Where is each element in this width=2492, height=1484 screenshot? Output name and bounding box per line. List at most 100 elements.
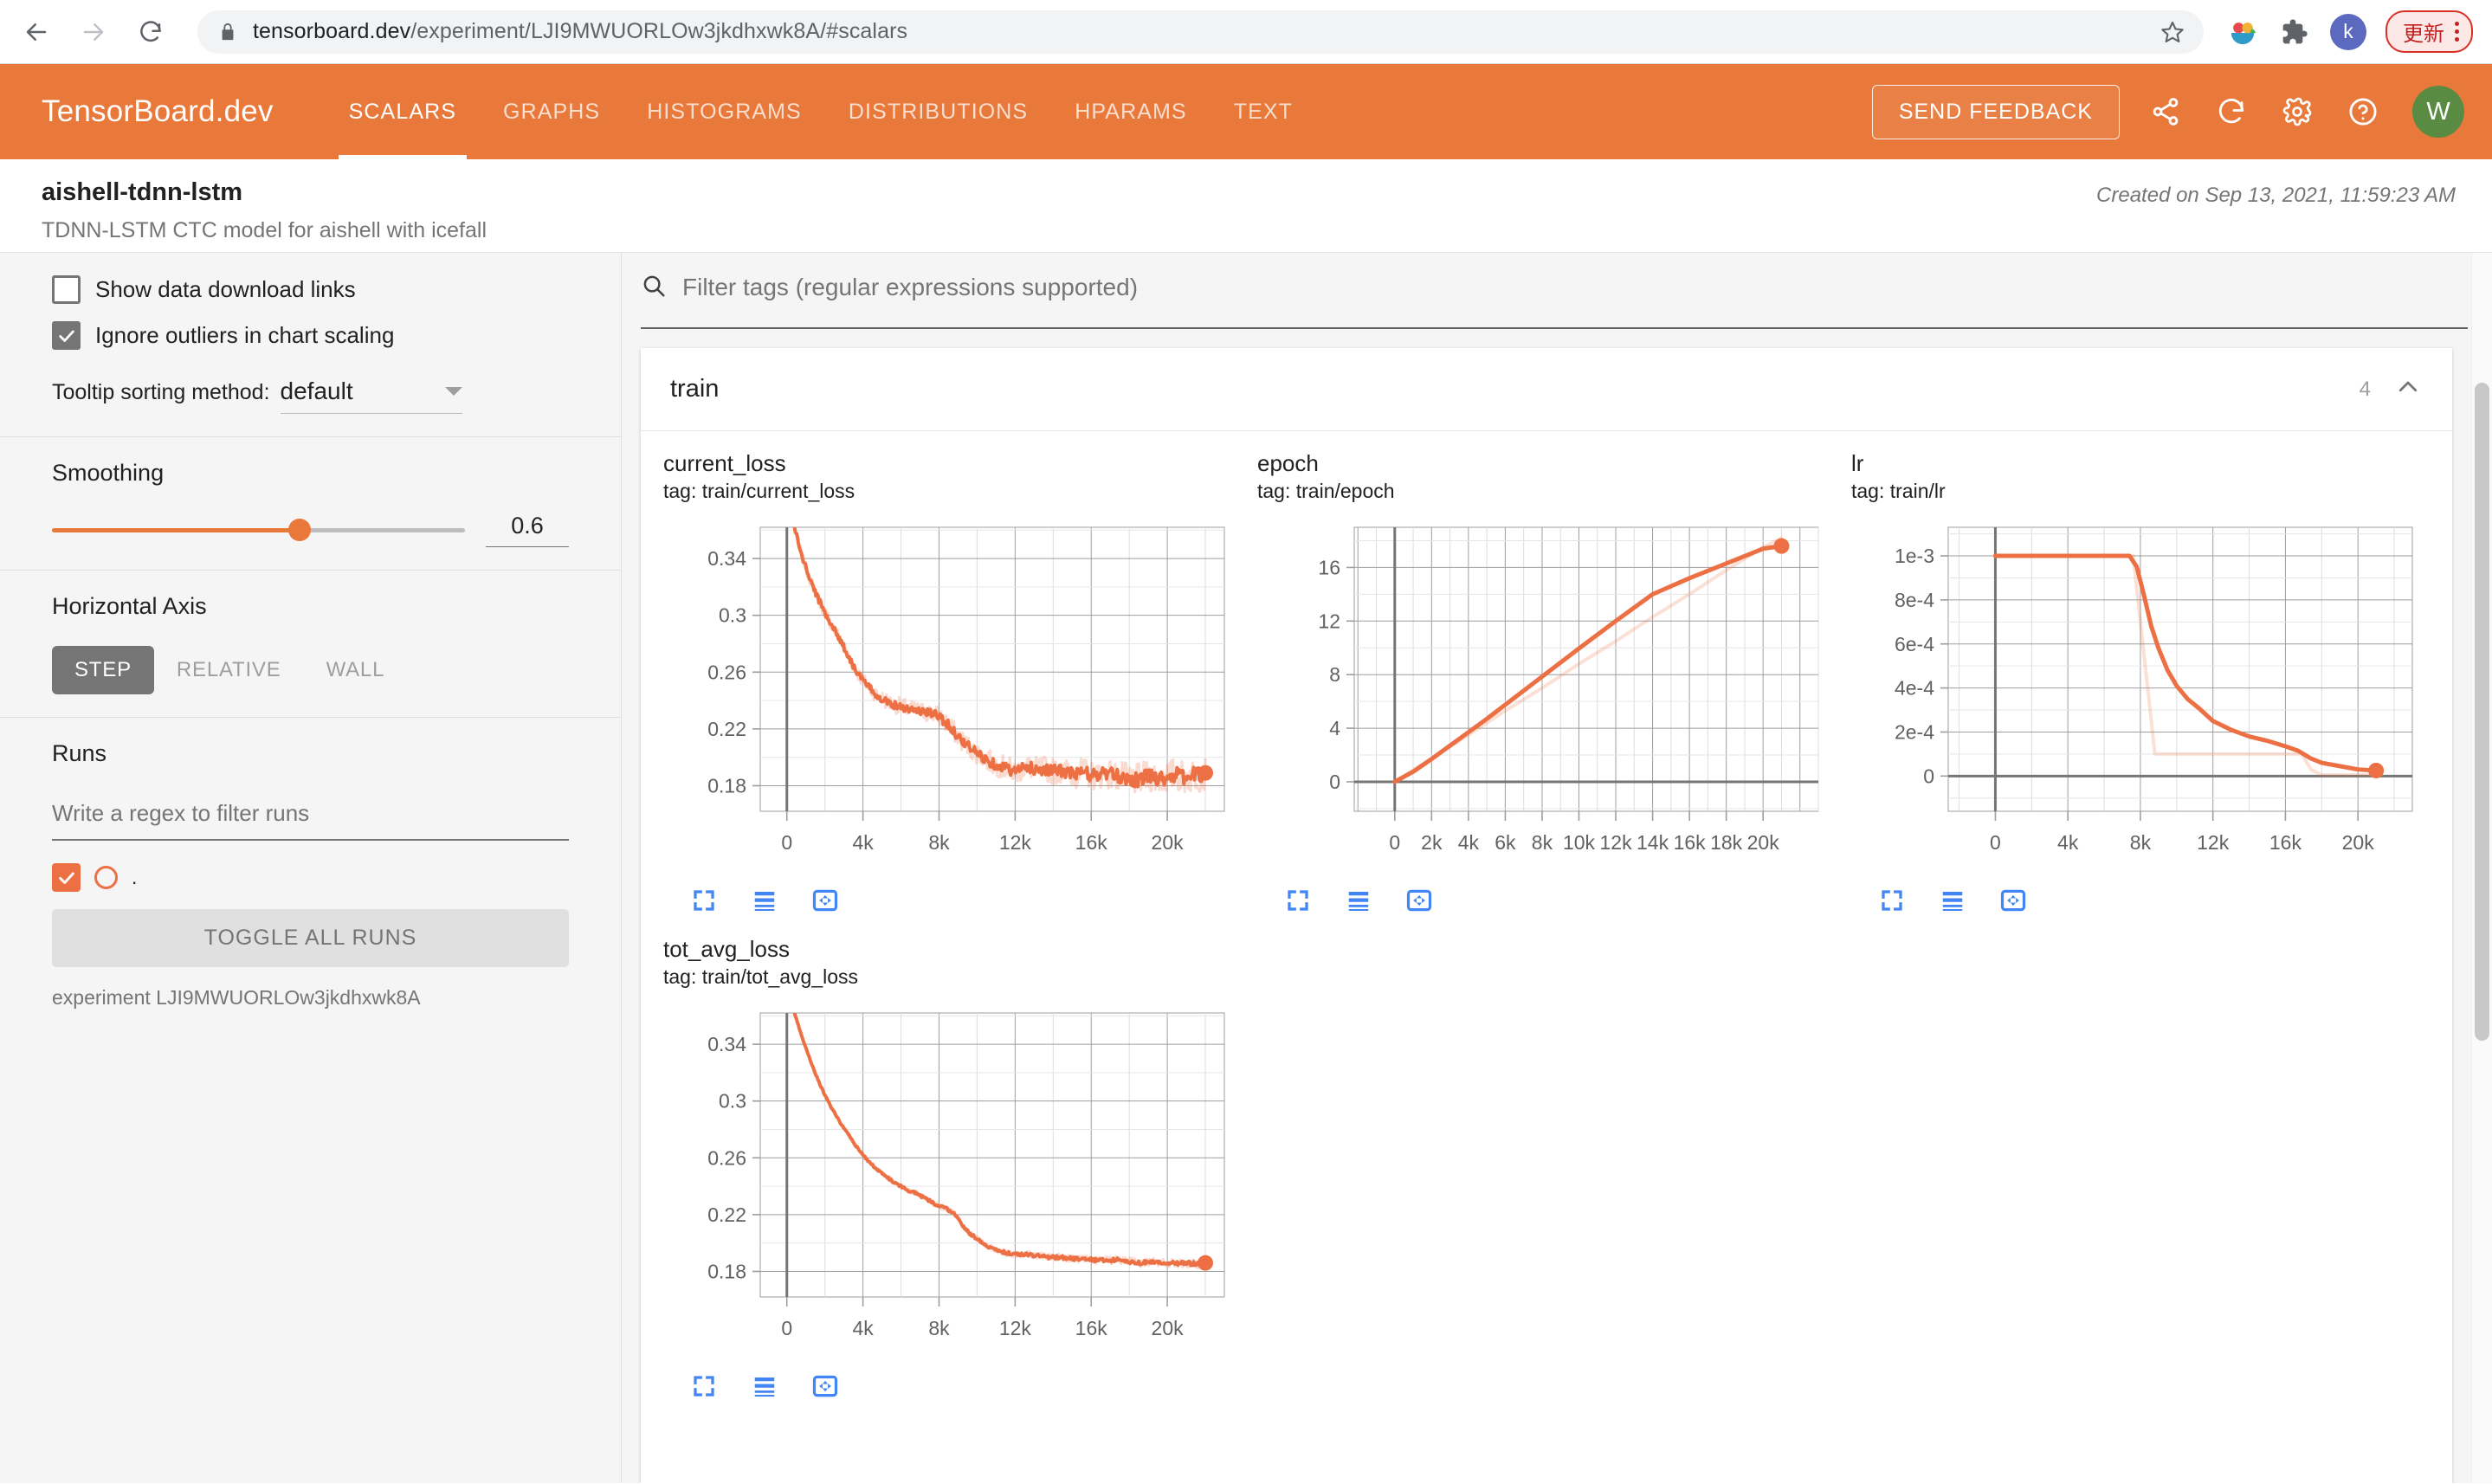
fit-domain-icon[interactable] [809,1370,842,1403]
scrollbar-thumb[interactable] [2475,383,2489,1041]
app-body: Show data download links Ignore outliers… [0,253,2492,1483]
star-icon[interactable] [2155,15,2190,49]
update-button[interactable]: 更新 [2385,10,2473,53]
share-icon[interactable] [2146,92,2185,132]
runs-filter-input[interactable] [52,793,569,841]
run-list-item[interactable]: . [52,863,569,892]
tab-hparams[interactable]: HPARAMS [1075,99,1187,124]
fit-domain-icon[interactable] [809,884,842,917]
chart-tag-label: tag: train/epoch [1257,480,1395,502]
svg-text:0: 0 [1990,831,2001,854]
tag-group-header[interactable]: train 4 [641,348,2452,431]
data-range-icon[interactable] [748,884,781,917]
help-circle-icon[interactable] [2343,92,2383,132]
svg-text:8k: 8k [928,831,950,854]
back-arrow-icon[interactable] [19,15,54,49]
browser-nav-buttons [19,15,185,49]
forward-arrow-icon[interactable] [76,15,111,49]
browser-toolbar: tensorboard.dev/experiment/LJI9MWUORLOw3… [0,0,2492,64]
page-title: aishell-tdnn-lstm [42,178,243,206]
data-range-icon[interactable] [1342,884,1375,917]
chart-plot[interactable]: 16 12 8 4 0 0 2k 4k 6k 8k 10k 12k 14k 16k 18k 20k [1257,515,1829,879]
haxis-step-button[interactable]: STEP [52,646,154,694]
chart-plot[interactable]: 0.34 0.3 0.26 0.22 0.18 0 4k 8k 12k 16k 20k [663,1001,1235,1365]
gear-icon[interactable] [2277,92,2317,132]
main-scrollbar[interactable] [2471,253,2492,1483]
scalars-main-panel: Filter tags (regular expressions support… [622,253,2492,1483]
charts-area: current_loss tag: train/current_loss 0.34 0… [641,431,2452,1422]
svg-text:0.34: 0.34 [707,547,746,570]
svg-text:20k: 20k [1152,1317,1185,1339]
tab-histograms[interactable]: HISTOGRAMS [647,99,802,124]
svg-text:12k: 12k [1599,831,1632,854]
slider-thumb[interactable] [288,519,312,541]
tab-distributions[interactable]: DISTRIBUTIONS [848,99,1029,124]
svg-text:20k: 20k [1747,831,1780,854]
ignore-outliers-checkbox[interactable] [52,321,81,350]
user-avatar[interactable]: W [2412,86,2464,138]
chart-canvas[interactable]: 16 12 8 4 0 0 2k 4k 6k 8k 10k 12k 14k 16k 18k 20k [1257,515,1851,879]
svg-text:2k: 2k [1421,831,1443,854]
svg-text:16: 16 [1318,556,1340,578]
tag-group-card: train 4 current_loss tag: train/current_l… [641,348,2452,1483]
svg-text:1e-3: 1e-3 [1895,545,1934,567]
svg-text:4e-4: 4e-4 [1895,677,1934,700]
svg-text:8e-4: 8e-4 [1895,589,1934,611]
svg-text:6k: 6k [1495,831,1516,854]
smoothing-slider[interactable] [52,519,465,541]
run-checkbox[interactable] [52,863,81,892]
settings-sidebar: Show data download links Ignore outliers… [0,253,622,1483]
chevron-up-icon[interactable] [2395,374,2421,404]
show-download-links-checkbox[interactable] [52,275,81,304]
svg-text:12k: 12k [2197,831,2230,854]
chart-plot[interactable]: 1e-3 8e-4 6e-4 4e-4 2e-4 0 0 4k 8k 12k 16k 20k [1851,515,2423,879]
runs-section: Runs . TOGGLE ALL RUNS experiment LJI9MW… [0,718,621,1032]
svg-text:0.3: 0.3 [719,1090,746,1113]
svg-text:0: 0 [781,831,792,854]
chart-canvas[interactable]: 1e-3 8e-4 6e-4 4e-4 2e-4 0 0 4k 8k 12k 16k 20k [1851,515,2445,879]
chart-canvas[interactable]: 0.34 0.3 0.26 0.22 0.18 0 4k 8k 12k 16k 20k [663,1001,1257,1365]
smoothing-value-input[interactable]: 0.6 [486,513,569,547]
ignore-outliers-row[interactable]: Ignore outliers in chart scaling [52,321,569,350]
tab-text[interactable]: TEXT [1233,99,1293,124]
chart-canvas[interactable]: 0.34 0.3 0.26 0.22 0.18 0 4k 8k 12k 16k 20k [663,515,1257,879]
address-bar[interactable]: tensorboard.dev/experiment/LJI9MWUORLOw3… [197,10,2204,54]
fit-domain-icon[interactable] [1403,884,1436,917]
data-range-icon[interactable] [748,1370,781,1403]
svg-text:0.3: 0.3 [719,604,746,627]
reload-icon[interactable] [133,15,168,49]
tab-scalars[interactable]: SCALARS [326,64,480,159]
haxis-wall-button[interactable]: WALL [326,658,385,681]
haxis-relative-button[interactable]: RELATIVE [176,658,281,681]
expand-icon[interactable] [1875,884,1908,917]
expand-icon[interactable] [688,1370,720,1403]
svg-text:8k: 8k [1532,831,1553,854]
svg-text:18k: 18k [1710,831,1743,854]
chart-action-row [663,1365,1257,1403]
tensorboard-header: TensorBoard.dev SCALARS GRAPHS HISTOGRAM… [0,64,2492,159]
app-logo[interactable]: TensorBoard.dev [42,94,274,128]
tooltip-sorting-select[interactable]: default [280,377,462,414]
fruit-bowl-extension-icon[interactable] [2226,16,2259,48]
fit-domain-icon[interactable] [1997,884,2030,917]
profile-avatar[interactable]: k [2330,13,2366,50]
update-label: 更新 [2403,23,2444,46]
chart-card-tot_avg_loss: tot_avg_loss tag: train/tot_avg_loss 0.34 0… [663,936,1257,1403]
data-range-icon[interactable] [1936,884,1969,917]
toggle-all-runs-button[interactable]: TOGGLE ALL RUNS [52,909,569,967]
tab-graphs[interactable]: GRAPHS [503,99,601,124]
chart-title: current_loss [663,450,786,476]
svg-text:16k: 16k [1674,831,1707,854]
tag-filter-input[interactable]: Filter tags (regular expressions support… [641,253,2468,329]
puzzle-icon[interactable] [2278,16,2311,48]
svg-text:8: 8 [1329,663,1340,686]
kebab-menu-icon[interactable] [2455,22,2459,42]
expand-icon[interactable] [1282,884,1314,917]
chart-plot[interactable]: 0.34 0.3 0.26 0.22 0.18 0 4k 8k 12k 16k 20k [663,515,1235,879]
refresh-icon[interactable] [2211,92,2251,132]
send-feedback-button[interactable]: SEND FEEDBACK [1871,84,2120,139]
expand-icon[interactable] [688,884,720,917]
show-download-links-row[interactable]: Show data download links [52,275,569,304]
svg-text:0.18: 0.18 [707,1260,746,1282]
chart-action-row [1257,879,1851,917]
